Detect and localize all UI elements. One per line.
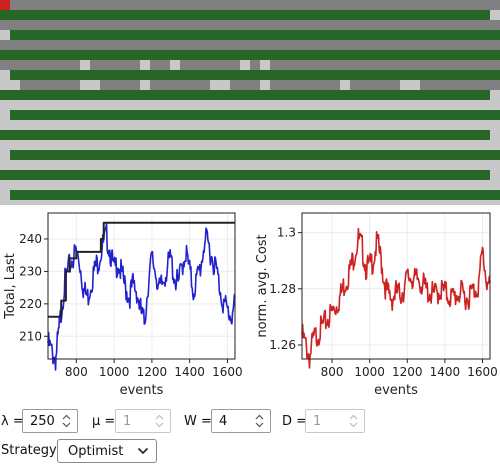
gap-segment [260,80,270,90]
x-tick-label: 1200 [137,365,168,379]
w-spinbox[interactable]: 4 [211,409,271,433]
strategy-selected-value: Optimist [68,444,124,459]
total-last-chart: 800 1000 1200 1400 1600 210 220 230 240 events Tot… [3,212,243,398]
mu-spinbox[interactable]: 1 [115,409,171,433]
lane-segment [10,30,500,40]
y-axis-label: norm. avg. Cost [255,234,270,337]
gap-segment [140,60,150,70]
lane-segment [0,130,490,140]
lane-segment [0,10,490,20]
y-tick-label: 1.3 [277,226,296,240]
stepper-arrows-icon[interactable] [348,413,359,429]
mu-label: μ = [92,414,116,429]
plot-frame [301,212,491,360]
plot-frame [47,212,236,360]
gap-segment [170,60,180,70]
gap-segment [140,80,150,90]
x-tick-label: 1600 [212,365,243,379]
lane-segment [0,50,500,60]
chevron-down-icon [137,447,149,455]
gap-segment [340,80,350,90]
x-tick-label: 1400 [174,365,205,379]
gap-segment [80,80,100,90]
x-tick-label: 1600 [467,365,498,379]
road-segment [0,0,500,10]
y-tick-label: 220 [19,297,42,311]
stepper-arrows-icon[interactable] [154,413,165,429]
y-tick-label: 210 [19,329,42,343]
d-label: D = [282,414,308,429]
lane-segment [10,150,500,160]
x-tick-label: 1200 [392,365,423,379]
w-value: 4 [219,414,228,429]
road-segment [0,40,500,50]
grid-lines [302,213,490,359]
gap-segment [400,80,420,90]
y-axis-label: Total, Last [3,253,18,320]
strategy-label: Strategy: [1,443,61,458]
x-tick-label: 1000 [99,365,130,379]
gap-segment [240,60,250,70]
series-line [301,227,491,369]
parameter-controls: λ = 250 μ = 1 W = 4 D = 1 [0,407,500,437]
strategy-select[interactable]: Optimist [57,439,157,463]
lambda-value: 250 [30,414,55,429]
lane-segment [10,190,500,200]
w-label: W = [184,414,212,429]
x-tick-label: 1000 [354,365,385,379]
y-tick-label: 1.28 [269,282,296,296]
stepper-arrows-icon[interactable] [61,413,72,429]
d-value: 1 [313,414,322,429]
y-tick-label: 1.26 [269,338,296,352]
strategy-row: Strategy: Optimist [0,436,500,466]
lambda-spinbox[interactable]: 250 [22,409,78,433]
x-tick-label: 800 [65,365,88,379]
highlight-cell [0,0,10,10]
lane-segment [10,70,500,80]
stepper-arrows-icon[interactable] [254,413,265,429]
traffic-simulation-canvas [0,0,500,205]
lane-segment [10,110,500,120]
x-tick-label: 800 [321,365,344,379]
series-line [48,221,235,318]
mu-value: 1 [123,414,132,429]
x-axis-label: events [374,383,418,398]
road-segment [0,20,500,30]
x-tick-label: 1400 [430,365,461,379]
y-tick-label: 240 [19,232,42,246]
y-tick-label: 230 [19,264,42,278]
lambda-label: λ = [1,414,24,429]
gap-segment [80,60,90,70]
gap-segment [210,80,230,90]
lane-segment [0,170,490,180]
x-axis-label: events [120,383,164,398]
lane-segment [0,90,490,100]
d-spinbox[interactable]: 1 [305,409,365,433]
avg-cost-chart: 800 1000 1200 1400 1600 1.26 1.28 1.3 events norm… [255,212,498,398]
gap-segment [260,60,270,70]
